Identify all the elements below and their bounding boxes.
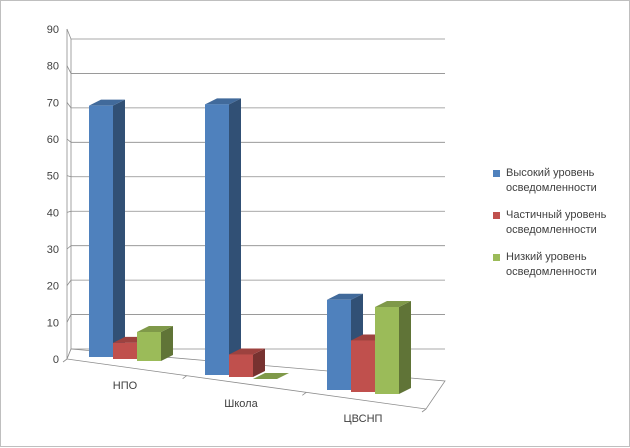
side-gridline — [66, 210, 72, 213]
x-tick — [302, 392, 307, 396]
legend-label-low: Низкий уровень осведомленности — [506, 251, 597, 278]
bar — [89, 105, 113, 358]
bar — [351, 340, 375, 392]
side-gridline — [66, 138, 72, 143]
bar-side — [161, 326, 173, 361]
bar — [229, 354, 253, 377]
y-tick-label: 40 — [47, 207, 59, 219]
bar — [205, 104, 229, 375]
bar — [327, 299, 351, 390]
y-tick-label: 50 — [47, 171, 59, 183]
side-gridline — [66, 65, 72, 74]
side-gridline — [66, 245, 72, 250]
chart-legend: Высокий уровень осведомленности Частичны… — [493, 166, 625, 292]
bar-top — [253, 373, 289, 379]
bar-top — [89, 99, 125, 106]
legend-label-high: Высокий уровень осведомленности — [506, 167, 597, 194]
x-tick — [182, 375, 187, 379]
bar-top — [137, 326, 173, 332]
bar-top — [205, 98, 241, 105]
y-tick-label: 90 — [47, 24, 59, 36]
bar-top — [327, 293, 363, 300]
x-tick — [62, 358, 68, 363]
side-gridline — [66, 175, 72, 178]
y-tick-label: 0 — [53, 354, 59, 366]
bar — [375, 307, 399, 394]
side-gridline — [66, 102, 72, 109]
side-gridline — [66, 279, 72, 286]
y-tick-label: 30 — [47, 244, 59, 256]
legend-label-partial: Частичный уровень осведомленности — [506, 209, 607, 236]
bar-side — [113, 99, 125, 358]
y-tick-label: 60 — [47, 134, 59, 146]
bar-top — [229, 348, 265, 355]
legend-item-high: Высокий уровень осведомленности — [493, 166, 625, 196]
legend-item-low: Низкий уровень осведомленности — [493, 250, 625, 280]
bar — [113, 342, 137, 359]
x-category-label: НПО — [113, 380, 138, 392]
legend-item-partial: Частичный уровень осведомленности — [493, 208, 625, 238]
side-gridline — [66, 28, 72, 40]
legend-swatch-high — [493, 170, 500, 177]
bar-side — [399, 301, 411, 394]
y-tick-label: 70 — [47, 97, 59, 109]
legend-swatch-low — [493, 254, 500, 261]
legend-swatch-partial — [493, 212, 500, 219]
y-tick-label: 10 — [47, 317, 59, 329]
y-tick-label: 20 — [47, 281, 59, 293]
bar — [137, 332, 161, 361]
side-gridline — [66, 314, 72, 323]
bar-side — [229, 98, 241, 375]
x-category-label: Школа — [224, 398, 258, 410]
bar-top — [375, 301, 411, 307]
x-tick — [421, 408, 427, 413]
y-tick-label: 80 — [47, 61, 59, 73]
x-category-label: ЦВСНП — [344, 413, 383, 425]
bar-side — [253, 348, 265, 377]
